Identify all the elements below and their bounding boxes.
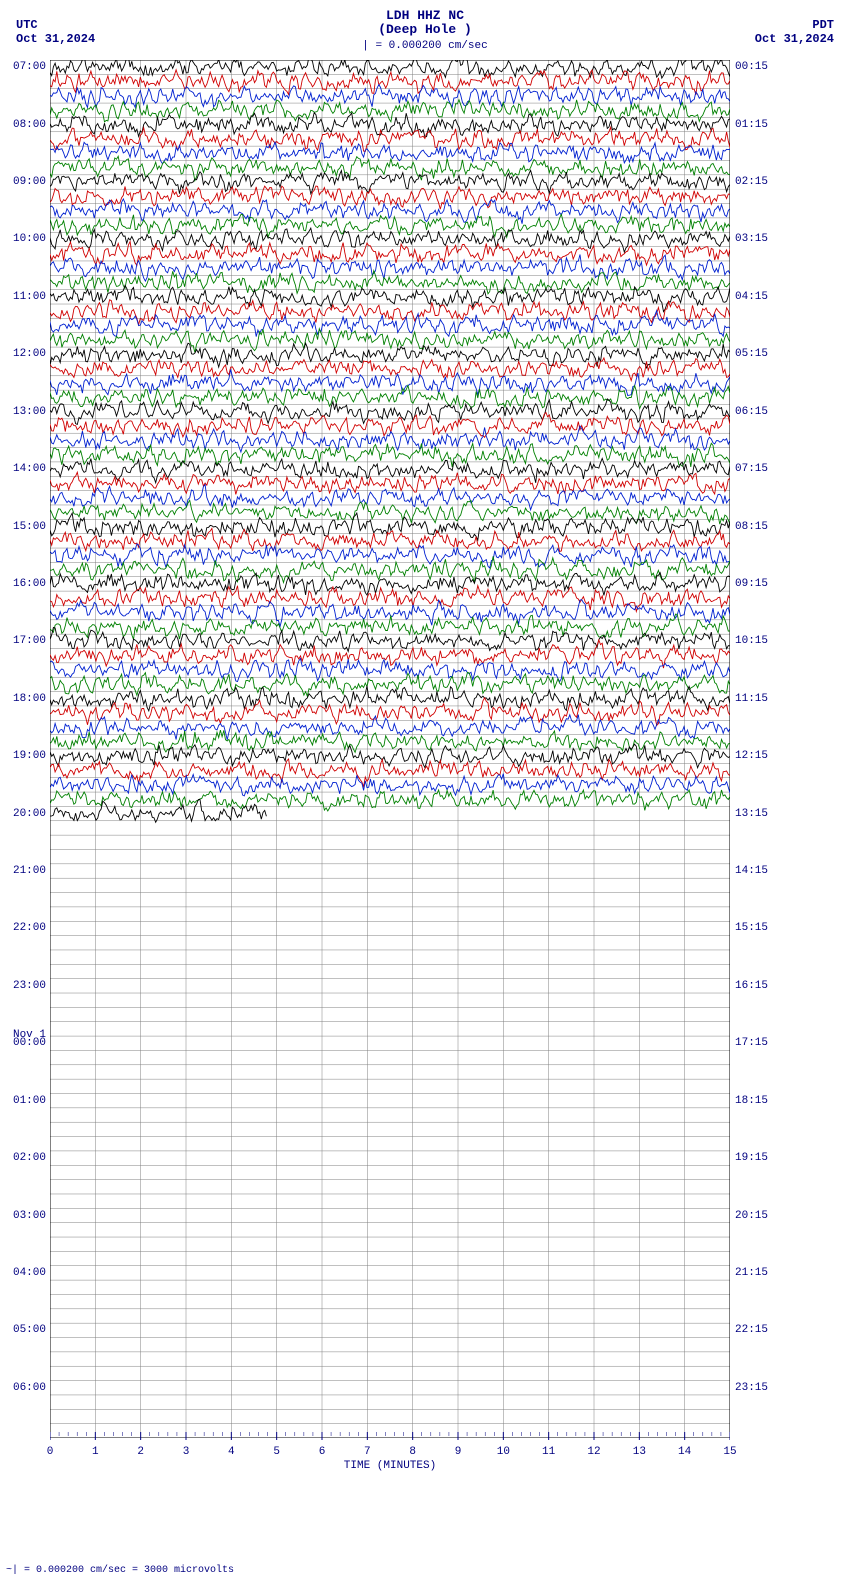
seismogram-plot bbox=[50, 60, 730, 1438]
x-tick-label: 2 bbox=[137, 1446, 144, 1458]
utc-hour-label: 05:00 bbox=[13, 1324, 46, 1336]
timezone-left: UTC bbox=[16, 18, 38, 32]
pdt-hour-label: 03:15 bbox=[735, 233, 768, 245]
utc-hour-label: 02:00 bbox=[13, 1152, 46, 1164]
utc-hour-label: 22:00 bbox=[13, 922, 46, 934]
utc-hour-label: 07:00 bbox=[13, 61, 46, 73]
utc-hour-label: 17:00 bbox=[13, 635, 46, 647]
x-tick-label: 15 bbox=[723, 1446, 736, 1458]
pdt-hour-label: 11:15 bbox=[735, 693, 768, 705]
pdt-hour-label: 04:15 bbox=[735, 291, 768, 303]
footer-scale: ~| = 0.000200 cm/sec = 3000 microvolts bbox=[6, 1565, 234, 1576]
pdt-hour-label: 02:15 bbox=[735, 176, 768, 188]
pdt-hour-label: 20:15 bbox=[735, 1210, 768, 1222]
x-tick-label: 6 bbox=[319, 1446, 326, 1458]
utc-hour-label: 04:00 bbox=[13, 1267, 46, 1279]
utc-hour-label: 18:00 bbox=[13, 693, 46, 705]
scale-indicator: | = 0.000200 cm/sec bbox=[0, 40, 850, 52]
pdt-hour-label: 17:15 bbox=[735, 1037, 768, 1049]
x-axis: 0123456789101112131415 TIME (MINUTES) bbox=[50, 1438, 730, 1478]
date-left: Oct 31,2024 bbox=[16, 32, 95, 46]
utc-hour-label: 19:00 bbox=[13, 750, 46, 762]
pdt-hour-label: 14:15 bbox=[735, 865, 768, 877]
pdt-hour-label: 10:15 bbox=[735, 635, 768, 647]
x-tick-label: 10 bbox=[497, 1446, 510, 1458]
pdt-hour-label: 09:15 bbox=[735, 578, 768, 590]
utc-hour-label: 12:00 bbox=[13, 348, 46, 360]
pdt-hour-label: 12:15 bbox=[735, 750, 768, 762]
x-tick-label: 1 bbox=[92, 1446, 99, 1458]
pdt-hour-label: 16:15 bbox=[735, 980, 768, 992]
x-tick-label: 14 bbox=[678, 1446, 691, 1458]
pdt-hour-label: 19:15 bbox=[735, 1152, 768, 1164]
utc-hour-label: 09:00 bbox=[13, 176, 46, 188]
x-tick-label: 5 bbox=[273, 1446, 280, 1458]
x-tick-label: 12 bbox=[587, 1446, 600, 1458]
utc-hour-label: 11:00 bbox=[13, 291, 46, 303]
date-right: Oct 31,2024 bbox=[755, 32, 834, 46]
utc-hour-label: 03:00 bbox=[13, 1210, 46, 1222]
utc-hour-label: 01:00 bbox=[13, 1095, 46, 1107]
utc-hour-label: 10:00 bbox=[13, 233, 46, 245]
utc-time-labels: 07:00 08:00 09:00 10:00 11:00 12:00 13:00 14:00… bbox=[0, 60, 48, 1438]
pdt-hour-label: 23:15 bbox=[735, 1382, 768, 1394]
header: LDH HHZ NC (Deep Hole ) | = 0.000200 cm/… bbox=[0, 0, 850, 55]
pdt-hour-label: 05:15 bbox=[735, 348, 768, 360]
x-tick-label: 3 bbox=[183, 1446, 190, 1458]
x-tick-label: 8 bbox=[409, 1446, 416, 1458]
pdt-hour-label: 01:15 bbox=[735, 119, 768, 131]
utc-hour-label: 06:00 bbox=[13, 1382, 46, 1394]
utc-hour-label: 21:00 bbox=[13, 865, 46, 877]
helicorder-svg bbox=[50, 60, 730, 1438]
timezone-right: PDT bbox=[812, 18, 834, 32]
utc-hour-label: 16:00 bbox=[13, 578, 46, 590]
pdt-hour-label: 18:15 bbox=[735, 1095, 768, 1107]
pdt-time-labels: 00:15 01:15 02:15 03:15 04:15 05:15 06:15 07:15… bbox=[735, 60, 845, 1438]
x-tick-label: 0 bbox=[47, 1446, 54, 1458]
utc-hour-label: 13:00 bbox=[13, 406, 46, 418]
pdt-hour-label: 21:15 bbox=[735, 1267, 768, 1279]
x-tick-label: 7 bbox=[364, 1446, 371, 1458]
pdt-hour-label: 07:15 bbox=[735, 463, 768, 475]
utc-hour-label: 00:00 bbox=[13, 1037, 46, 1049]
utc-hour-label: 08:00 bbox=[13, 119, 46, 131]
utc-hour-label: 15:00 bbox=[13, 521, 46, 533]
x-tick-label: 4 bbox=[228, 1446, 235, 1458]
pdt-hour-label: 13:15 bbox=[735, 808, 768, 820]
pdt-hour-label: 15:15 bbox=[735, 922, 768, 934]
pdt-hour-label: 00:15 bbox=[735, 61, 768, 73]
x-tick-label: 13 bbox=[633, 1446, 646, 1458]
x-tick-label: 9 bbox=[455, 1446, 462, 1458]
utc-hour-label: 14:00 bbox=[13, 463, 46, 475]
pdt-hour-label: 22:15 bbox=[735, 1324, 768, 1336]
station-subtitle: (Deep Hole ) bbox=[0, 22, 850, 37]
x-axis-label: TIME (MINUTES) bbox=[50, 1460, 730, 1472]
utc-hour-label: 20:00 bbox=[13, 808, 46, 820]
pdt-hour-label: 08:15 bbox=[735, 521, 768, 533]
x-tick-label: 11 bbox=[542, 1446, 555, 1458]
seismogram-container: LDH HHZ NC (Deep Hole ) | = 0.000200 cm/… bbox=[0, 0, 850, 1584]
station-title: LDH HHZ NC bbox=[0, 8, 850, 23]
utc-hour-label: 23:00 bbox=[13, 980, 46, 992]
pdt-hour-label: 06:15 bbox=[735, 406, 768, 418]
